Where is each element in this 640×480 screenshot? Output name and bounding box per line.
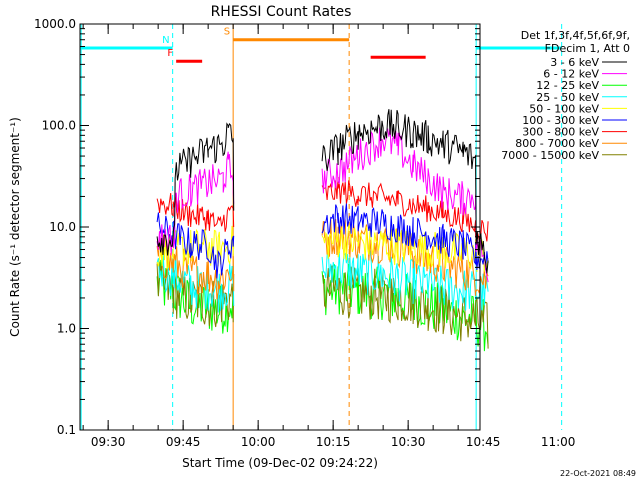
x-tick-label: 10:45 <box>466 435 501 449</box>
series-line-5 <box>156 212 235 279</box>
legend-entry-label: 12 - 25 keV <box>536 79 599 92</box>
x-axis-label: Start Time (09-Dec-02 09:24:22) <box>182 456 378 470</box>
series-line-1 <box>321 127 489 283</box>
y-axis-label: Count Rate (s⁻¹ detector segment⁻¹) <box>8 117 22 337</box>
x-tick-label: 09:45 <box>166 435 201 449</box>
flag-bar-label: S <box>224 27 230 38</box>
series-line-3 <box>321 249 489 311</box>
x-tick-label: 10:30 <box>391 435 426 449</box>
y-tick-label: 100.0 <box>42 119 76 133</box>
legend-entry-label: 300 - 800 keV <box>522 126 599 139</box>
legend-entry-label: 6 - 12 keV <box>543 68 599 81</box>
footer-timestamp: 22-Oct-2021 08:49 <box>560 469 636 478</box>
legend-header-line: Det 1f,3f,4f,5f,6f,9f, <box>521 29 630 42</box>
legend-entry-label: 3 - 6 keV <box>550 56 599 69</box>
x-tick-label: 09:30 <box>91 435 126 449</box>
flag-bar-label: F <box>167 48 173 59</box>
x-tick-label: 10:15 <box>316 435 351 449</box>
legend-entry-label: 800 - 7000 keV <box>515 137 599 150</box>
y-tick-label: 1.0 <box>57 322 76 336</box>
series-line-5 <box>321 203 489 271</box>
series-line-1 <box>156 151 235 256</box>
series-line-4 <box>321 224 489 273</box>
legend-entry-label: 100 - 300 keV <box>522 114 599 127</box>
chart-title: RHESSI Count Rates <box>211 4 352 20</box>
legend-entry-label: 7000 - 15000 keV <box>501 149 599 162</box>
flag-bar-label: N <box>162 35 169 46</box>
x-tick-label: 11:00 <box>541 435 576 449</box>
y-tick-label: 1000.0 <box>34 17 76 31</box>
legend-entry-label: 25 - 50 keV <box>536 91 599 104</box>
series-line-0 <box>156 122 235 256</box>
series-line-3 <box>156 254 235 313</box>
series-line-6 <box>156 193 235 232</box>
legend-header-line: FDecim 1, Att 0 <box>545 42 630 55</box>
y-tick-label: 10.0 <box>49 220 76 234</box>
legend-entry-label: 50 - 100 keV <box>529 102 599 115</box>
x-tick-label: 10:00 <box>241 435 276 449</box>
series-line-6 <box>321 176 489 242</box>
series-line-0 <box>321 109 489 274</box>
y-tick-label: 0.1 <box>57 423 76 437</box>
